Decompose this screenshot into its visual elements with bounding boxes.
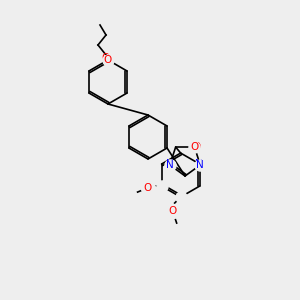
Text: O: O — [190, 142, 199, 152]
Text: O: O — [192, 142, 201, 152]
Text: N: N — [166, 160, 174, 170]
Text: O: O — [104, 55, 112, 65]
Text: N: N — [195, 159, 203, 169]
Text: O: O — [102, 53, 110, 63]
Text: O: O — [143, 183, 152, 193]
Text: O: O — [169, 206, 177, 216]
Text: O: O — [169, 206, 177, 216]
Text: N: N — [196, 160, 204, 170]
Text: O: O — [143, 183, 152, 193]
Text: N: N — [166, 159, 174, 169]
